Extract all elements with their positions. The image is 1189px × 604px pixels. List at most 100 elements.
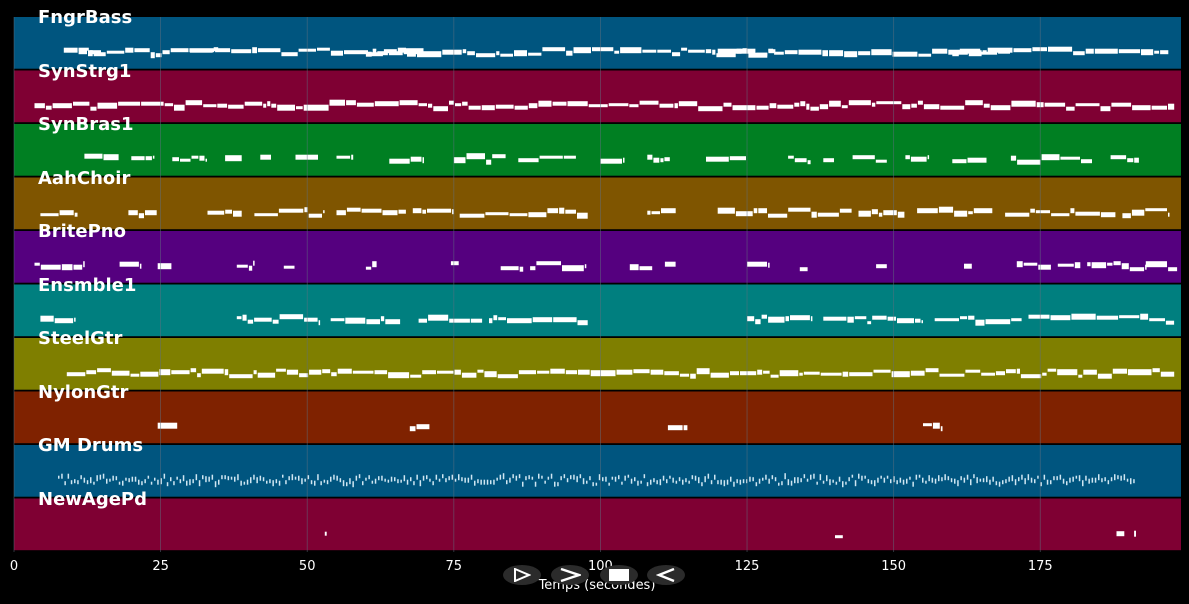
- note: [390, 476, 393, 482]
- note: [799, 267, 808, 272]
- note: [336, 475, 338, 481]
- note: [346, 100, 356, 106]
- note: [498, 317, 506, 321]
- note: [883, 210, 897, 216]
- note: [944, 474, 946, 481]
- note: [579, 474, 582, 479]
- note: [842, 481, 844, 488]
- note: [144, 479, 146, 484]
- note: [781, 481, 783, 486]
- note: [864, 475, 866, 479]
- note: [509, 213, 528, 217]
- note: [277, 104, 295, 111]
- note: [416, 474, 418, 480]
- note: [567, 101, 588, 107]
- note: [339, 478, 342, 483]
- note: [330, 318, 345, 322]
- note: [90, 477, 92, 484]
- note: [1037, 475, 1039, 479]
- note: [854, 316, 867, 320]
- note: [757, 369, 763, 375]
- note: [317, 474, 319, 481]
- note: [883, 477, 886, 483]
- note: [723, 480, 726, 487]
- note: [484, 371, 497, 378]
- note: [518, 158, 539, 163]
- note: [539, 155, 563, 159]
- note: [842, 371, 849, 377]
- note: [909, 476, 911, 480]
- note: [845, 481, 847, 485]
- track-label: FngrBass: [38, 7, 133, 28]
- note: [1134, 157, 1139, 163]
- note: [170, 477, 172, 482]
- note: [1140, 313, 1149, 320]
- rewind-button[interactable]: [647, 565, 685, 585]
- note: [399, 100, 418, 106]
- note: [368, 475, 370, 480]
- note: [428, 103, 433, 108]
- note: [112, 475, 114, 481]
- note: [1113, 261, 1121, 266]
- note: [118, 101, 141, 106]
- note: [1110, 155, 1127, 160]
- note: [794, 102, 800, 107]
- note: [159, 369, 171, 376]
- note: [1010, 155, 1017, 161]
- note: [371, 480, 374, 484]
- track-label: NylonGtr: [38, 381, 129, 403]
- note: [706, 156, 729, 162]
- note: [577, 212, 588, 219]
- note: [192, 479, 194, 484]
- note: [224, 369, 229, 376]
- note: [787, 479, 790, 486]
- note: [139, 263, 142, 269]
- fast-forward-button[interactable]: [551, 565, 589, 585]
- note: [667, 425, 683, 431]
- track-label: NewAgePd: [38, 488, 148, 510]
- note: [52, 103, 72, 109]
- note: [301, 478, 303, 485]
- note: [794, 158, 807, 163]
- note: [97, 102, 118, 109]
- note: [330, 476, 332, 482]
- note: [111, 370, 130, 376]
- note: [349, 478, 351, 485]
- note: [170, 48, 189, 53]
- note: [243, 481, 246, 485]
- note: [1160, 50, 1169, 55]
- note: [532, 317, 553, 323]
- note: [276, 368, 286, 372]
- note: [1097, 373, 1112, 379]
- note: [66, 372, 86, 377]
- note: [623, 157, 625, 163]
- note: [922, 477, 924, 483]
- note: [64, 481, 66, 486]
- note: [466, 153, 485, 160]
- note: [730, 476, 732, 482]
- note: [185, 100, 203, 106]
- stop-button[interactable]: [600, 565, 638, 585]
- rewind-icon: [656, 568, 675, 582]
- note: [871, 49, 892, 56]
- note: [774, 51, 784, 55]
- note: [481, 105, 495, 111]
- note: [752, 477, 754, 482]
- note: [150, 481, 153, 485]
- note: [283, 265, 295, 269]
- note: [1030, 477, 1033, 483]
- note: [528, 52, 542, 56]
- note: [1119, 315, 1140, 319]
- play-button[interactable]: [503, 565, 541, 585]
- note: [1149, 318, 1165, 322]
- note: [285, 480, 287, 485]
- note: [726, 479, 729, 485]
- note: [803, 474, 806, 479]
- note: [642, 49, 657, 53]
- note: [768, 478, 770, 484]
- note: [286, 369, 299, 375]
- note: [109, 478, 111, 482]
- note: [528, 475, 530, 480]
- note: [562, 265, 584, 272]
- note: [717, 48, 742, 54]
